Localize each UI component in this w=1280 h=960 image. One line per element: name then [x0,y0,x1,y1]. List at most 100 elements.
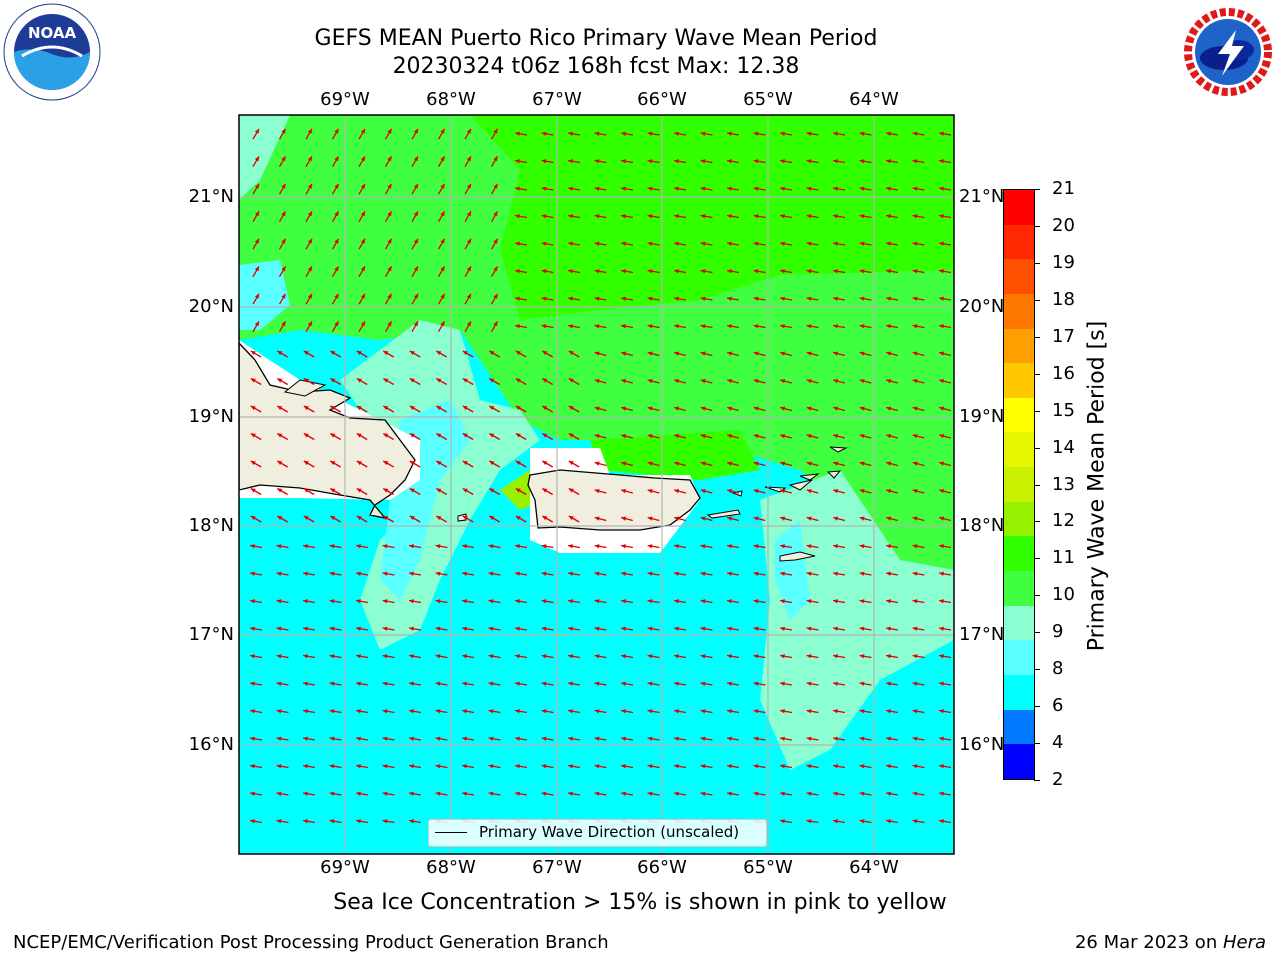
wave-arrow-head [912,736,918,741]
wave-arrow-head [435,626,441,631]
wave-arrow-head [806,626,812,631]
wave-arrow-head [254,321,259,327]
wave-arrow-head [250,378,256,383]
colorbar-tick-label: 14 [1052,436,1075,458]
wave-arrow-head [647,736,653,741]
colorbar-band [1004,363,1034,398]
colorbar-band [1004,432,1034,468]
wave-arrow-head [700,434,706,439]
wave-arrow-head [360,321,365,327]
wave-arrow-head [383,516,389,521]
wave-arrow-head [568,709,573,714]
wave-arrow-head [303,709,308,714]
wave-arrow-head [594,764,600,769]
wave-arrow-head [674,461,680,466]
wave-arrow-head [462,626,467,631]
colorbar-band [1004,571,1034,606]
wave-arrow-head [700,736,706,741]
wave-arrow-head [859,681,865,686]
wave-arrow-head [647,461,653,466]
nws-logo [1181,5,1275,99]
wave-arrow-head [753,736,759,741]
wave-arrow-head [382,791,388,796]
wave-arrow-head [647,571,653,576]
wave-arrow-head [753,351,759,356]
wave-arrow-head [753,599,759,604]
wave-arrow-head [780,131,785,136]
lat-label-left: 17°N [188,624,234,645]
wave-arrow-head [250,764,255,769]
wave-arrow-head [621,599,626,604]
lat-label-right: 19°N [959,406,1003,427]
wave-arrow-head [489,516,495,521]
wave-arrow-head [329,791,335,796]
colorbar-tick-mark [1034,189,1040,190]
wave-arrow-head [833,159,838,164]
wave-arrow-head [382,819,388,824]
wave-arrow-head [440,238,445,244]
wave-arrow-head [647,654,653,659]
wave-arrow-head [356,681,361,686]
wave-arrow-head [568,736,573,741]
wave-arrow-head [939,241,944,246]
colorbar-band [1004,536,1034,572]
wave-arrow-head [912,241,918,246]
colorbar-tick-mark [1034,225,1040,227]
wave-arrow-head [435,544,441,549]
wave-arrow-head [542,406,548,411]
wave-arrow-head [780,764,785,769]
colorbar-label: Primary Wave Mean Period [s] [1084,320,1110,652]
wave-arrow-head [515,296,520,301]
colorbar-tick-label: 8 [1052,658,1064,680]
wave-arrow-head [276,654,282,659]
wave-arrow-head [436,406,442,411]
wave-arrow-head [409,791,414,796]
wave-arrow-head [753,571,759,576]
wave-arrow-head [334,156,339,162]
wave-arrow-head [250,791,255,796]
wave-arrow-head [409,599,414,604]
wave-arrow-head [356,488,362,493]
wave-arrow-head [780,571,785,576]
wave-arrow-head [886,131,891,136]
wave-arrow-head [674,791,679,796]
wave-arrow-head [334,128,339,134]
wave-arrow-head [329,764,335,769]
map-title-line2: 20230324 t06z 168h fcst Max: 12.38 [392,54,800,79]
colorbar-tick-mark [1034,447,1040,449]
wave-arrow-head [753,159,759,164]
period-zone-8s-west [239,260,290,330]
wave-arrow-head [806,214,812,219]
wave-arrow-head [833,654,838,659]
wave-arrow-head [727,571,732,576]
wave-arrow-head [886,599,891,604]
wave-arrow-head [568,791,573,796]
map-title-line1: GEFS MEAN Puerto Rico Primary Wave Mean … [314,26,878,51]
colorbar-tick-label: 18 [1052,288,1075,310]
wave-arrow-head [886,296,891,301]
wave-arrow-head [493,128,498,134]
wave-arrow-head [700,544,706,549]
wave-arrow-head [250,433,256,438]
wave-arrow-head [700,626,706,631]
wave-arrow-head [886,214,891,219]
wave-arrow-head [939,681,944,686]
wave-arrow-head [568,516,574,521]
wave-arrow-head [939,626,944,631]
wave-arrow-head [594,791,600,796]
wave-arrow-head [700,489,706,494]
wave-arrow-head [912,599,918,604]
wave-arrow-head [413,183,418,189]
wave-arrow-head [360,128,365,134]
land-puerto-rico [527,469,701,531]
wave-arrow-head [382,626,388,631]
wave-arrow-head [356,736,361,741]
wave-arrow-head [356,351,362,356]
wave-arrow-head [334,293,339,299]
wave-arrow-head [334,238,339,244]
wave-arrow-head [700,241,706,246]
wave-arrow-head [674,159,679,164]
wave-arrow-head [440,321,445,327]
wave-arrow-head [250,819,255,824]
